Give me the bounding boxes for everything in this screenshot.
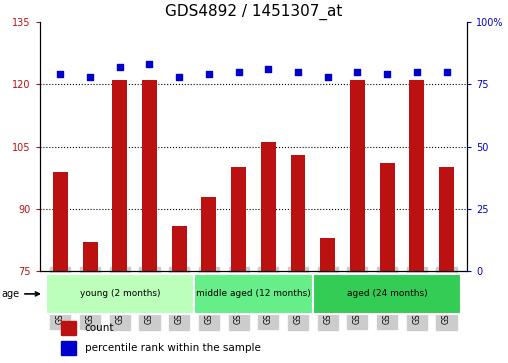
- Bar: [61, 321, 76, 335]
- Text: aged (24 months): aged (24 months): [347, 289, 427, 298]
- Bar: [409, 80, 424, 272]
- Bar: [61, 340, 76, 355]
- Title: GDS4892 / 1451307_at: GDS4892 / 1451307_at: [165, 4, 342, 20]
- Point: [354, 69, 362, 74]
- Point: [412, 69, 421, 74]
- Point: [294, 69, 302, 74]
- Point: [86, 74, 94, 79]
- Point: [383, 71, 391, 77]
- Text: count: count: [84, 323, 114, 333]
- Bar: [350, 80, 365, 272]
- Bar: [202, 196, 216, 272]
- Point: [116, 64, 124, 70]
- Bar: [142, 80, 157, 272]
- Bar: [261, 142, 276, 272]
- Bar: [320, 238, 335, 272]
- Bar: [46, 274, 194, 314]
- Text: age: age: [1, 289, 39, 299]
- Text: percentile rank within the sample: percentile rank within the sample: [84, 343, 261, 353]
- Bar: [83, 242, 98, 272]
- Text: young (2 months): young (2 months): [80, 289, 160, 298]
- Point: [264, 66, 272, 72]
- Point: [145, 61, 153, 67]
- Point: [442, 69, 451, 74]
- Point: [175, 74, 183, 79]
- Point: [324, 74, 332, 79]
- Bar: [231, 167, 246, 272]
- Text: middle aged (12 months): middle aged (12 months): [196, 289, 311, 298]
- Bar: [379, 163, 395, 272]
- Bar: [172, 226, 186, 272]
- Bar: [112, 80, 127, 272]
- Point: [56, 71, 65, 77]
- Bar: [439, 167, 454, 272]
- Point: [205, 71, 213, 77]
- Bar: [291, 155, 305, 272]
- Bar: [313, 274, 461, 314]
- Bar: [194, 274, 313, 314]
- Point: [235, 69, 243, 74]
- Bar: [53, 172, 68, 272]
